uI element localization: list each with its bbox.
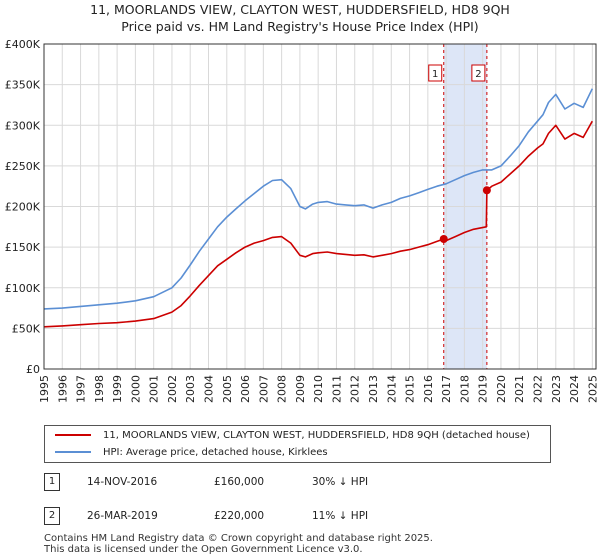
y-tick-label: £0 bbox=[26, 363, 40, 376]
sale-box-2 bbox=[471, 64, 486, 82]
x-tick-label: 2019 bbox=[477, 375, 490, 403]
x-tick-label: 2003 bbox=[184, 375, 197, 403]
y-tick-label: £150K bbox=[5, 241, 41, 254]
x-tick-label: 2006 bbox=[239, 375, 252, 403]
price-chart: £0 £50K £100K £150K £200K £250K £300K £350K £400… bbox=[5, 38, 600, 403]
x-tick-label: 2005 bbox=[221, 375, 234, 403]
x-tick-label: 2021 bbox=[513, 375, 526, 403]
x-tick-label: 2024 bbox=[568, 375, 581, 403]
x-tick-label: 2020 bbox=[495, 375, 508, 403]
x-tick-label: 2014 bbox=[385, 375, 398, 403]
sale-box-label-1: 1 bbox=[432, 69, 438, 80]
x-tick-label: 2009 bbox=[294, 375, 307, 403]
footer-licence: This data is licensed under the Open Gov… bbox=[44, 544, 363, 555]
x-tick-label: 2002 bbox=[166, 375, 179, 403]
y-tick-label: £400K bbox=[5, 38, 41, 51]
y-tick-label: £200K bbox=[5, 201, 41, 214]
y-tick-label: £350K bbox=[5, 79, 41, 92]
x-tick-label: 2012 bbox=[349, 375, 362, 403]
sale-box-label-2: 2 bbox=[475, 69, 481, 80]
sale-point-1 bbox=[439, 235, 448, 243]
footer-copyright: Contains HM Land Registry data © Crown c… bbox=[44, 533, 433, 544]
x-tick-label: 2013 bbox=[367, 375, 380, 403]
property-series-line bbox=[43, 120, 593, 328]
legend-item-property: 11, MOORLANDS VIEW, CLAYTON WEST, HUDDER… bbox=[55, 428, 530, 444]
y-tick-label: £100K bbox=[5, 282, 41, 295]
x-tick-label: 2018 bbox=[458, 375, 471, 403]
legend-item-hpi: HPI: Average price, detached house, Kirk… bbox=[55, 445, 328, 461]
x-tick-label: 2004 bbox=[203, 375, 216, 403]
transaction-hpi-2: 11% ↓ HPI bbox=[312, 510, 369, 522]
x-tick-label: 1996 bbox=[56, 375, 69, 403]
x-tick-label: 1999 bbox=[111, 375, 124, 403]
transaction-badge-1: 1 bbox=[44, 473, 60, 491]
sale-point-2 bbox=[482, 186, 491, 195]
y-tick-label: £300K bbox=[5, 119, 41, 132]
x-tick-label: 1997 bbox=[75, 375, 88, 403]
y-tick-label: £250K bbox=[5, 160, 41, 173]
x-tick-label: 2007 bbox=[257, 375, 270, 403]
legend-swatch-property bbox=[55, 434, 91, 436]
legend-label-hpi: HPI: Average price, detached house, Kirk… bbox=[103, 447, 328, 458]
hpi-series-line bbox=[43, 88, 594, 310]
legend-label-property: 11, MOORLANDS VIEW, CLAYTON WEST, HUDDER… bbox=[103, 430, 530, 441]
transaction-date-1: 14-NOV-2016 bbox=[87, 476, 158, 488]
plot-frame bbox=[43, 43, 597, 370]
x-tick-label: 2016 bbox=[422, 375, 435, 403]
x-tick-label: 2023 bbox=[550, 375, 563, 403]
x-tick-label: 2022 bbox=[532, 375, 545, 403]
x-tick-label: 1998 bbox=[93, 375, 106, 403]
x-tick-label: 2011 bbox=[330, 375, 343, 403]
x-tick-label: 2025 bbox=[586, 375, 599, 403]
y-tick-label: £50K bbox=[12, 322, 41, 335]
x-tick-label: 2010 bbox=[312, 375, 325, 403]
chart-subtitle: Price paid vs. HM Land Registry's House … bbox=[121, 19, 479, 34]
x-tick-label: 2017 bbox=[440, 375, 453, 403]
transaction-hpi-1: 30% ↓ HPI bbox=[312, 476, 369, 488]
chart-title: 11, MOORLANDS VIEW, CLAYTON WEST, HUDDER… bbox=[90, 2, 510, 17]
x-tick-label: 2000 bbox=[129, 375, 142, 403]
transaction-price-1: £160,000 bbox=[214, 476, 265, 488]
sale-box-1 bbox=[428, 64, 443, 82]
transaction-date-2: 26-MAR-2019 bbox=[87, 510, 158, 522]
legend-swatch-hpi bbox=[55, 451, 91, 453]
chart-legend: 11, MOORLANDS VIEW, CLAYTON WEST, HUDDER… bbox=[44, 425, 551, 463]
x-tick-label: 1995 bbox=[38, 375, 51, 403]
x-tick-label: 2015 bbox=[404, 375, 417, 403]
x-tick-label: 2001 bbox=[148, 375, 161, 403]
transaction-row-2: 2 26-MAR-2019 £220,000 11% ↓ HPI bbox=[44, 507, 549, 525]
transaction-badge-2: 2 bbox=[44, 507, 60, 525]
transaction-price-2: £220,000 bbox=[214, 510, 265, 522]
x-tick-label: 2008 bbox=[276, 375, 289, 403]
transaction-row-1: 1 14-NOV-2016 £160,000 30% ↓ HPI bbox=[44, 473, 549, 491]
